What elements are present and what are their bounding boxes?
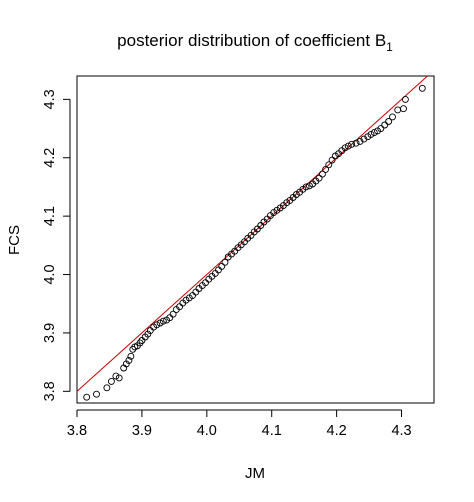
data-point: [401, 95, 409, 103]
data-point: [315, 174, 323, 182]
chart-title: posterior distribution of coefficient B1: [117, 31, 393, 54]
data-point: [322, 165, 330, 173]
data-point: [348, 140, 356, 148]
data-point: [385, 118, 393, 125]
y-tick-label: 3.9: [42, 323, 58, 343]
data-point: [115, 374, 123, 382]
data-point: [370, 129, 378, 137]
data-point: [153, 321, 161, 329]
data-point: [360, 135, 368, 143]
x-tick-label: 4.2: [327, 423, 347, 439]
data-point: [127, 352, 135, 360]
data-point: [381, 121, 389, 129]
data-point: [218, 262, 226, 270]
data-point: [367, 130, 375, 138]
data-point: [389, 113, 396, 121]
data-point: [125, 356, 133, 364]
y-tick-label: 4.0: [42, 264, 58, 284]
x-axis-label: JM: [245, 465, 265, 482]
y-tick-label: 4.1: [42, 206, 58, 226]
plot-frame: [76, 75, 435, 404]
y-tick-label: 4.2: [42, 148, 58, 168]
data-point: [344, 142, 352, 150]
data-point: [356, 137, 364, 145]
x-axis: 3.8 3.9 4.0 4.1 4.2 4.3: [67, 409, 412, 439]
data-point: [325, 161, 333, 169]
x-tick-label: 4.3: [391, 423, 411, 439]
data-point: [377, 125, 385, 133]
chart-title-subscript: 1: [386, 40, 393, 54]
y-axis: 3.8 3.9 4.0 4.1 4.2 4.3: [42, 89, 71, 401]
x-tick-label: 4.1: [262, 423, 282, 439]
points-group: [83, 84, 426, 401]
data-point: [318, 170, 326, 178]
data-point: [169, 310, 177, 318]
data-point: [394, 106, 402, 114]
data-point: [352, 139, 360, 147]
data-point: [103, 384, 111, 392]
y-tick-label: 4.3: [42, 89, 58, 109]
data-point: [215, 266, 222, 274]
data-point: [159, 317, 167, 325]
data-point: [144, 330, 152, 338]
x-tick-label: 4.0: [197, 423, 217, 439]
data-point: [400, 105, 407, 113]
data-point: [192, 288, 200, 296]
data-point: [112, 372, 120, 380]
data-point: [341, 144, 349, 152]
data-point: [418, 84, 426, 92]
y-axis-label: FCS: [6, 225, 23, 255]
data-point: [93, 390, 100, 398]
data-point: [221, 258, 229, 266]
x-tick-label: 3.9: [132, 423, 152, 439]
y-tick-label: 3.8: [42, 381, 58, 401]
x-tick-label: 3.8: [67, 423, 87, 439]
data-point: [129, 345, 137, 353]
data-point: [302, 183, 310, 191]
data-point: [107, 377, 115, 385]
data-point: [83, 393, 91, 401]
